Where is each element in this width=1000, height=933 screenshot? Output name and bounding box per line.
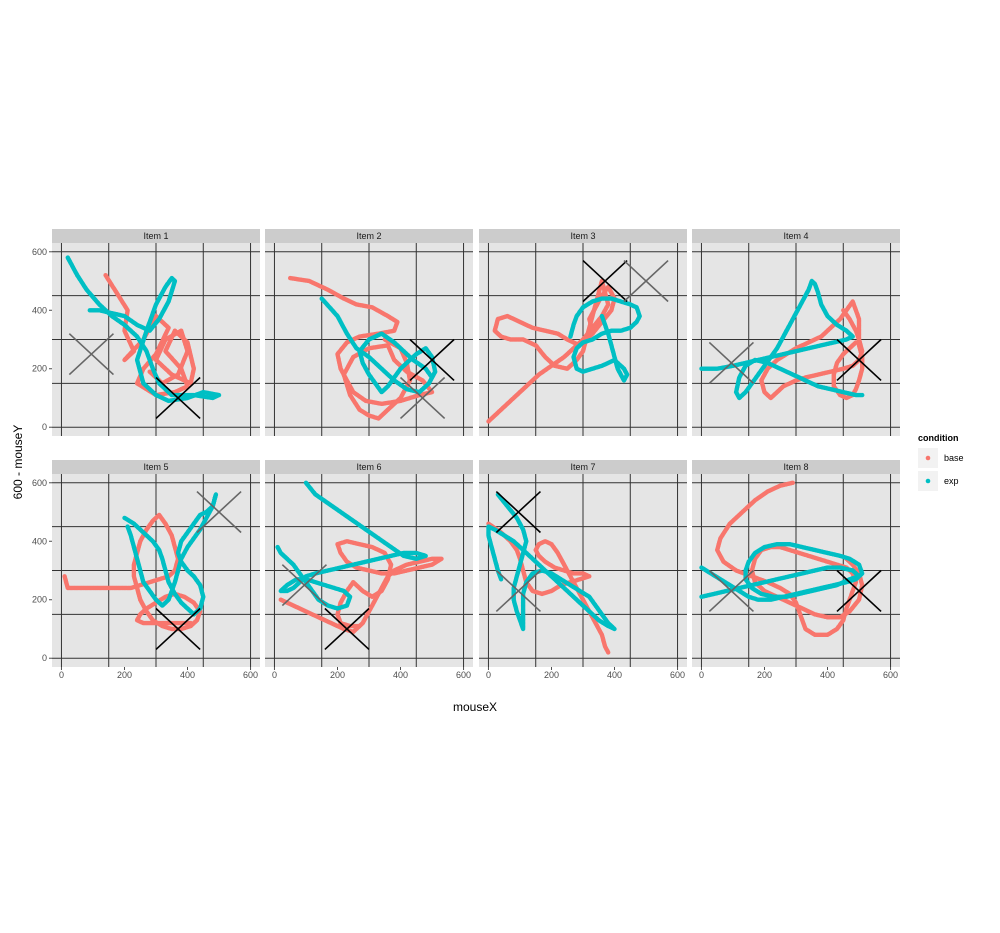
panel-data — [699, 278, 865, 401]
panel-title: Item 3 — [570, 231, 595, 241]
target-marker-black — [155, 376, 201, 420]
panel-3: Item 3 — [479, 229, 687, 436]
target-marker-black — [409, 338, 455, 382]
panel-strip — [692, 229, 900, 243]
panel-title: Item 4 — [783, 231, 808, 241]
panel-data — [288, 275, 438, 421]
panel-title: Item 5 — [143, 462, 168, 472]
target-marker-stroke — [155, 607, 201, 651]
target-marker-black — [582, 259, 628, 303]
series-exp — [319, 296, 438, 395]
target-marker-stroke — [155, 376, 201, 420]
y-tick-label: 0 — [42, 422, 47, 432]
x-tick-label: 400 — [180, 670, 195, 680]
panel-data — [486, 278, 642, 424]
series-exp — [699, 278, 865, 401]
panel-strip — [265, 229, 473, 243]
target-marker-stroke — [399, 376, 446, 420]
target-marker-stroke — [836, 338, 882, 382]
panel-data — [65, 255, 222, 404]
panel-title: Item 1 — [143, 231, 168, 241]
data-point-base — [147, 369, 152, 374]
series-base — [62, 512, 203, 632]
target-marker-stroke — [196, 490, 242, 534]
target-marker-gray — [708, 341, 754, 384]
target-marker-stroke — [623, 259, 669, 303]
data-point-exp — [87, 308, 93, 313]
y-tick-label: 400 — [32, 305, 47, 315]
series-exp — [122, 492, 219, 617]
panel-data — [275, 480, 444, 635]
x-tick-label: 600 — [243, 670, 258, 680]
y-tick-label: 200 — [32, 595, 47, 605]
panel-1: Item 1 0 200 400 600 — [32, 229, 260, 436]
panel-4: Item 4 — [692, 229, 900, 436]
y-tick-label: 600 — [32, 478, 47, 488]
x-tick-label: 0 — [59, 670, 64, 680]
panel-title: Item 2 — [356, 231, 381, 241]
y-tick-label: 600 — [32, 247, 47, 257]
series-base — [288, 275, 435, 421]
panel-title: Item 6 — [356, 462, 381, 472]
target-marker-stroke — [582, 259, 628, 303]
target-marker-gray — [68, 333, 114, 376]
data-point-exp — [860, 392, 865, 398]
data-point-exp — [125, 524, 130, 529]
y-tick-label: 400 — [32, 536, 47, 546]
series-base — [103, 273, 196, 398]
data-point-base — [590, 328, 595, 333]
panel-5: Item 5 0 200 400 600 0 200 400 600 — [32, 460, 260, 680]
panels-layer: Item 1 0 200 400 600 Item 2 Item 3 Item 4 Item 5… — [32, 229, 900, 680]
panel-6: Item 60 200 400 600 — [265, 460, 473, 680]
target-marker-black — [155, 607, 201, 651]
y-tick-label: 200 — [32, 364, 47, 374]
panel-strip — [52, 460, 260, 474]
target-marker-gray — [196, 490, 242, 534]
data-point-exp — [599, 313, 605, 319]
target-marker-stroke — [409, 338, 455, 382]
data-point-base — [188, 620, 193, 626]
y-tick-label: 0 — [42, 653, 47, 663]
x-tick-label: 200 — [117, 670, 132, 680]
panel-strip — [265, 460, 473, 474]
panel-strip — [479, 229, 687, 243]
target-marker-gray — [399, 376, 446, 420]
target-marker-black — [836, 338, 882, 382]
series-exp — [568, 296, 642, 383]
panel-strip — [52, 229, 260, 243]
series-base — [278, 539, 444, 635]
target-marker-stroke — [708, 341, 754, 384]
target-marker-stroke — [68, 333, 114, 376]
data-point-base — [853, 340, 859, 345]
target-marker-gray — [623, 259, 669, 303]
data-point-exp — [429, 375, 435, 380]
panel-2: Item 2 — [265, 229, 473, 436]
panel-data — [62, 492, 219, 632]
